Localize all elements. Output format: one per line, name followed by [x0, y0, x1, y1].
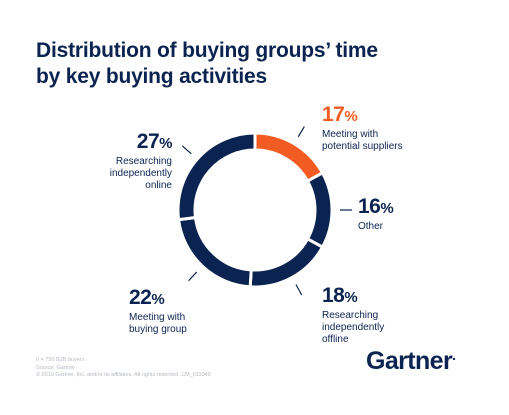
value-label-18: 18% [322, 284, 384, 310]
leader-line-17 [297, 126, 305, 138]
value-number: 18 [322, 284, 345, 307]
slice-name: Other [358, 221, 384, 232]
value-label-16: 16% [358, 195, 394, 221]
percent-sign: % [344, 289, 358, 306]
value-label-22: 22% [129, 286, 187, 312]
title-line-2: by key buying activities [36, 65, 267, 88]
label-research-online: 27% Researching independently online [90, 130, 173, 192]
value-label-27: 27% [90, 130, 173, 156]
percent-sign: % [159, 135, 172, 152]
slice-name: Meeting with buying group [129, 312, 187, 335]
label-research-offline: 18% Researching independently offline [322, 284, 384, 346]
footnote-copyright: © 2019 Gartner, Inc. and/or its affiliat… [36, 372, 211, 378]
value-label-17: 17% [322, 103, 403, 129]
value-number: 22 [129, 286, 152, 309]
slice-meeting-suppliers [253, 131, 325, 184]
value-number: 17 [322, 103, 345, 126]
slice-name: Researching independently offline [322, 310, 385, 345]
slice-name: Meeting with potential suppliers [322, 129, 403, 152]
leader-line-22 [188, 271, 198, 282]
leader-line-27 [181, 145, 192, 155]
slice-meeting-buying-group [176, 215, 253, 289]
percent-sign: % [344, 108, 358, 125]
logo-text: Gartner [366, 347, 453, 375]
percent-sign: % [151, 291, 165, 308]
gartner-logo: Gartner. [366, 347, 456, 376]
slice-other [305, 170, 334, 250]
value-number: 27 [136, 130, 160, 153]
slice-research-online [176, 131, 257, 222]
footnote-source: Source: Gartner [36, 364, 76, 371]
label-meeting-suppliers: 17% Meeting with potential suppliers [322, 103, 403, 153]
title-line-1: Distribution of buying groups’ time [36, 39, 378, 62]
slice-research-offline [248, 236, 325, 289]
value-number: 16 [358, 195, 381, 218]
label-meeting-buying-group: 22% Meeting with buying group [129, 286, 187, 336]
slice-name: Researching independently online [109, 156, 172, 191]
footnote: n = 750 B2B buyers Source: Gartner © 201… [36, 357, 211, 380]
footnote-sample: n = 750 B2B buyers [36, 357, 85, 363]
leader-line-18 [295, 284, 303, 296]
chart-title: Distribution of buying groups’ time by k… [36, 38, 476, 90]
logo-mark: . [452, 347, 456, 363]
label-other: 16% Other [358, 195, 394, 233]
percent-sign: % [380, 200, 394, 217]
